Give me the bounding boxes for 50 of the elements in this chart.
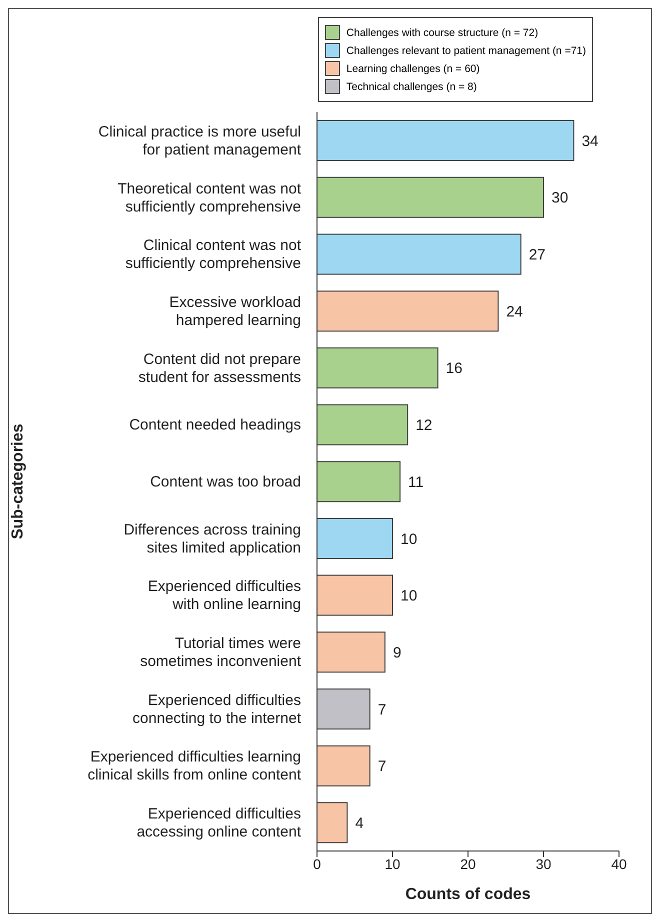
x-tick-label: 20 xyxy=(460,856,476,872)
y-tick-label: Experienced difficulties with online learning xyxy=(148,578,301,613)
y-tick-label: Content did not prepare student for assessments xyxy=(138,350,301,386)
data-label: 30 xyxy=(552,190,568,207)
y-tick-label: Clinical content was not sufficiently comprehensive xyxy=(125,236,302,272)
bar xyxy=(317,632,386,673)
data-label: 34 xyxy=(582,132,598,150)
data-label: 4 xyxy=(355,815,364,832)
bar xyxy=(317,290,499,332)
y-tick-label: Experienced difficulties learning clinical skills from online content xyxy=(88,748,302,784)
data-label: 16 xyxy=(446,360,462,378)
y-tick-label: Experienced difficulties accessing online content xyxy=(136,805,302,840)
y-tick-label: Content needed headings xyxy=(129,416,301,434)
bar xyxy=(317,234,522,275)
data-label: 10 xyxy=(400,530,418,548)
y-tick-label: Excessive workload hampered learning xyxy=(169,293,301,328)
data-label: 24 xyxy=(506,303,523,320)
data-label: 12 xyxy=(416,417,432,434)
data-label: 7 xyxy=(378,701,386,718)
bar xyxy=(317,802,348,844)
bar xyxy=(317,461,401,502)
y-tick-label: Tutorial times were sometimes inconvenient xyxy=(140,634,302,670)
bar xyxy=(317,688,370,730)
bar xyxy=(317,518,393,559)
legend-label: Challenges relevant to patient management (n =71) xyxy=(346,44,586,56)
data-label: 27 xyxy=(528,246,546,264)
y-tick-label: Differences across training sites limited application xyxy=(124,520,301,556)
data-label: 9 xyxy=(392,644,402,662)
data-label: 7 xyxy=(378,758,386,776)
legend-label: Learning challenges (n = 60) xyxy=(346,62,480,74)
y-tick-label: Content was too broad xyxy=(150,473,301,490)
data-label: 11 xyxy=(408,474,424,491)
bar xyxy=(317,745,370,786)
x-tick-label: 30 xyxy=(536,856,552,872)
bar xyxy=(317,176,544,218)
data-label: 10 xyxy=(400,588,418,605)
legend-label: Challenges with course structure (n = 72) xyxy=(346,26,538,38)
bar xyxy=(317,347,438,388)
y-tick-label: Clinical practice is more useful for patient management xyxy=(98,122,302,158)
bar xyxy=(317,120,574,162)
y-tick-label: Experienced difficulties connecting to the internet xyxy=(132,691,302,726)
y-axis-title: Sub-categories xyxy=(10,424,27,540)
bar xyxy=(317,574,393,616)
x-tick-label: 40 xyxy=(611,856,627,872)
x-tick-label: 10 xyxy=(384,856,400,872)
x-axis-title: Counts of codes xyxy=(405,886,531,903)
bar xyxy=(317,404,408,446)
x-tick-label: 0 xyxy=(313,856,322,872)
y-tick-label: Theoretical content was not sufficiently comprehensive xyxy=(118,180,302,215)
legend-label: Technical challenges (n = 8) xyxy=(346,80,477,92)
